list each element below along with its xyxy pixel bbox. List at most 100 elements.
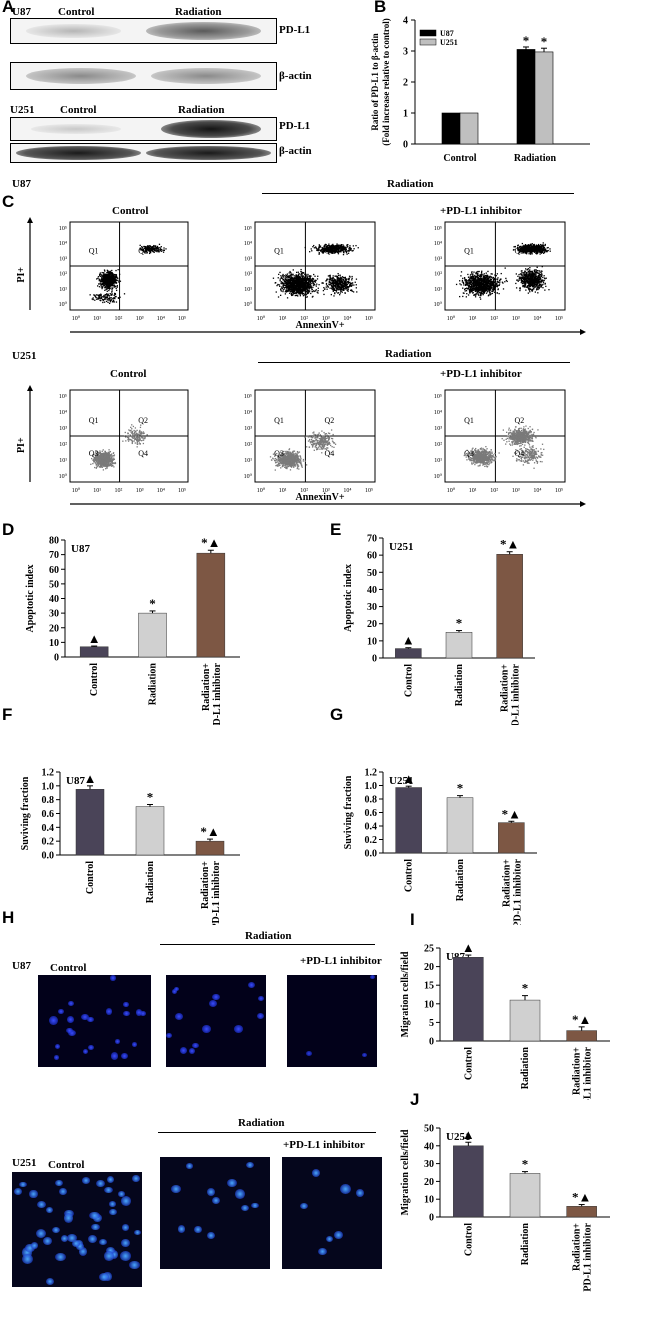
event-dot	[347, 289, 349, 291]
event-dot	[279, 294, 282, 296]
event-dot	[535, 270, 537, 273]
event-dot	[306, 280, 308, 282]
y-tick-label: 2	[403, 78, 408, 89]
event-dot	[486, 284, 488, 286]
event-dot	[292, 293, 294, 295]
event-dot	[477, 289, 479, 292]
event-dot	[329, 274, 331, 277]
event-dot	[538, 248, 540, 250]
event-dot	[332, 248, 334, 251]
event-dot	[100, 286, 102, 288]
event-dot	[480, 279, 483, 281]
event-dot	[153, 248, 155, 250]
event-dot	[107, 274, 110, 276]
event-dot	[288, 288, 290, 291]
event-dot	[337, 281, 339, 283]
event-dot	[287, 277, 289, 279]
event-dot	[535, 271, 538, 274]
event-dot	[99, 283, 101, 285]
event-dot	[158, 243, 161, 245]
event-dot	[328, 280, 330, 282]
event-dot	[142, 249, 145, 251]
event-dot	[536, 284, 538, 286]
event-dot	[318, 284, 320, 286]
event-dot	[481, 292, 483, 294]
event-dot	[101, 278, 104, 280]
event-dot	[514, 245, 516, 248]
event-dot	[532, 246, 534, 249]
event-dot	[524, 286, 526, 288]
event-dot	[524, 249, 526, 251]
event-dot	[289, 284, 291, 287]
event-dot	[486, 285, 489, 287]
event-dot	[516, 279, 518, 281]
event-dot	[327, 250, 329, 252]
event-dot	[477, 283, 479, 285]
event-dot	[530, 252, 532, 254]
event-dot	[534, 291, 536, 293]
event-dot	[516, 247, 519, 249]
event-dot	[294, 280, 296, 282]
event-dot	[489, 288, 491, 290]
event-dot	[471, 287, 473, 289]
event-dot	[144, 250, 146, 252]
event-dot	[297, 295, 299, 297]
event-dot	[538, 281, 540, 283]
event-dot	[113, 301, 115, 303]
event-dot	[536, 266, 538, 269]
event-dot	[327, 245, 329, 247]
event-dot	[341, 284, 344, 286]
event-dot	[483, 275, 485, 277]
event-dot	[479, 274, 481, 276]
event-dot	[352, 249, 354, 252]
quadrant-label: Q2	[138, 247, 148, 256]
event-dot	[343, 276, 345, 279]
event-dot	[474, 284, 476, 286]
event-dot	[312, 280, 314, 283]
event-dot	[522, 284, 524, 287]
event-dot	[306, 279, 309, 281]
event-dot	[342, 247, 344, 249]
event-dot	[279, 271, 281, 274]
event-dot	[306, 286, 308, 288]
event-dot	[519, 248, 521, 250]
event-dot	[481, 273, 483, 275]
event-dot	[498, 284, 500, 287]
event-dot	[497, 281, 500, 283]
flow-cell-u87: U87	[12, 178, 31, 190]
y-axis-label: Ratio of PD-L1 to β-actin	[370, 33, 380, 130]
event-dot	[465, 281, 467, 283]
y-tick-label: 10¹	[59, 287, 67, 293]
event-dot	[336, 289, 338, 292]
event-dot	[328, 248, 330, 250]
event-dot	[112, 274, 114, 277]
event-dot	[317, 249, 319, 252]
event-dot	[474, 275, 476, 278]
event-dot	[104, 278, 107, 280]
event-dot	[282, 286, 284, 288]
event-dot	[482, 282, 484, 284]
event-dot	[479, 282, 482, 284]
u251-pdl1-blot	[10, 117, 277, 141]
event-dot	[297, 290, 299, 292]
event-dot	[476, 291, 478, 293]
event-dot	[338, 280, 340, 283]
event-dot	[312, 246, 314, 248]
event-dot	[106, 284, 109, 286]
event-dot	[528, 285, 531, 287]
event-dot	[97, 298, 99, 300]
event-dot	[470, 283, 473, 285]
event-dot	[335, 284, 337, 287]
event-dot	[284, 293, 287, 295]
event-dot	[332, 243, 334, 246]
event-dot	[113, 300, 115, 302]
event-dot	[304, 283, 307, 286]
event-dot	[304, 276, 307, 278]
event-dot	[105, 288, 107, 291]
band	[161, 120, 261, 138]
event-dot	[471, 288, 473, 290]
event-dot	[470, 276, 472, 278]
event-dot	[473, 287, 475, 289]
event-dot	[482, 292, 484, 295]
event-dot	[478, 285, 480, 287]
